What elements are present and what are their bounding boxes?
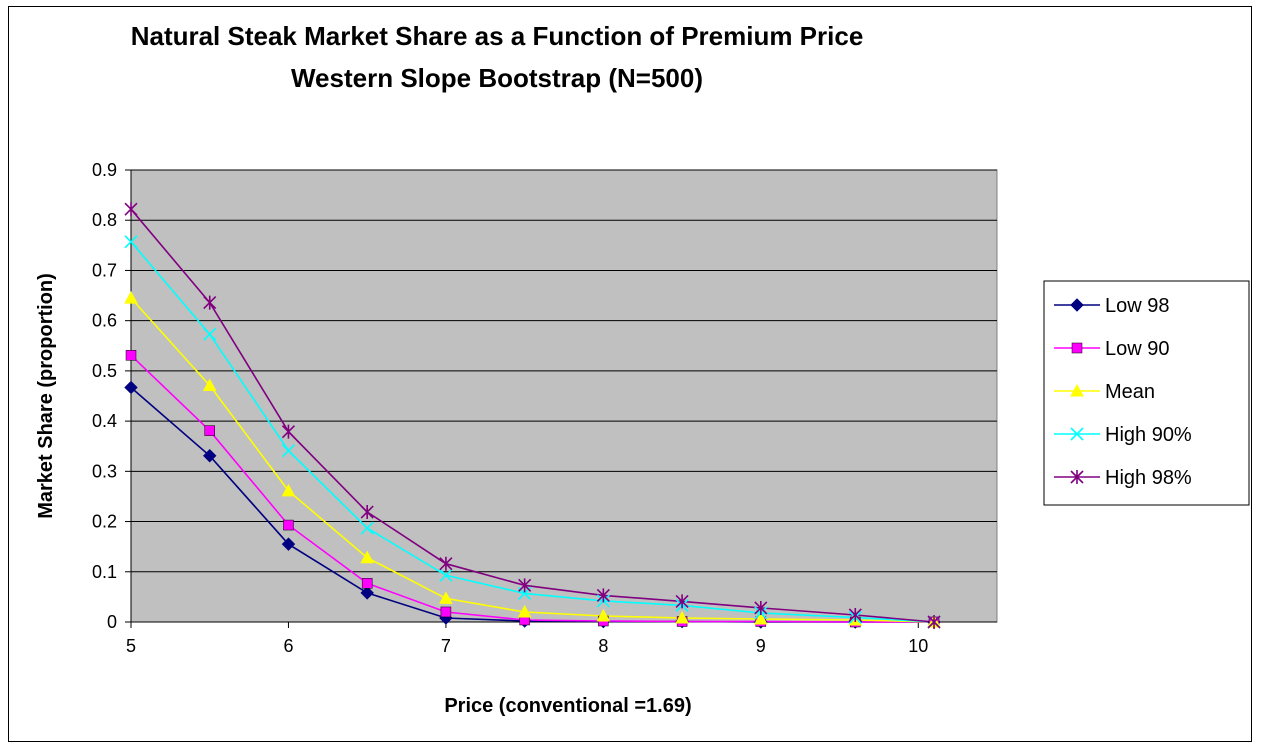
data-point	[204, 425, 215, 436]
x-tick-label: 6	[283, 636, 293, 656]
x-tick-label: 5	[126, 636, 136, 656]
data-point	[283, 519, 294, 531]
legend-label: Low 90	[1105, 338, 1170, 360]
plot-area	[130, 169, 998, 623]
data-point	[440, 606, 452, 618]
legend-label: Low 98	[1105, 295, 1170, 317]
legend-entry: Low 90	[1054, 338, 1170, 360]
x-tick-label: 9	[756, 636, 766, 656]
legend-marker	[1070, 383, 1084, 397]
gridlines	[131, 169, 997, 573]
data-point	[517, 604, 532, 618]
data-point	[203, 327, 217, 341]
legend-marker	[1070, 470, 1084, 484]
legend-marker	[1071, 342, 1083, 354]
data-point	[124, 235, 138, 249]
y-tick-label: 0.7	[92, 260, 117, 280]
legend: Low 98 Low 90 Mean High 90% High 98%	[1043, 280, 1250, 506]
data-point	[360, 505, 374, 520]
x-axis-title: Price (conventional =1.69)	[444, 695, 691, 717]
data-point	[281, 444, 296, 458]
y-tick-label: 0.3	[92, 461, 117, 481]
y-tick-label: 0.6	[92, 311, 117, 331]
y-tick-label: 0.4	[92, 411, 117, 431]
y-axis-ticks: 0 0.1 0.2 0.3 0.4 0.5 0.6 0.7 0.8 0.9	[92, 160, 131, 632]
data-point	[518, 578, 532, 593]
data-point	[927, 615, 941, 629]
y-tick-label: 0	[107, 612, 117, 632]
legend-entry: High 90%	[1054, 424, 1192, 446]
x-tick-label: 7	[441, 636, 451, 656]
data-point	[203, 449, 217, 463]
legend-entry: Mean	[1054, 381, 1155, 403]
data-point	[360, 550, 375, 564]
data-point	[203, 295, 217, 310]
legend-label: High 90%	[1105, 424, 1192, 446]
x-axis-ticks: 5 6 7 8 9 10	[126, 622, 928, 656]
x-tick-label: 10	[908, 636, 928, 656]
y-tick-label: 0.5	[92, 361, 117, 381]
data-point	[281, 424, 296, 439]
data-point	[124, 202, 138, 217]
data-point	[124, 291, 138, 304]
series-markers	[124, 202, 941, 629]
data-point	[360, 586, 374, 600]
data-point	[281, 483, 296, 497]
data-point	[439, 568, 453, 582]
legend-label: Mean	[1105, 381, 1155, 403]
chart-title-group: Natural Steak Market Share as a Function…	[131, 21, 864, 93]
data-point	[754, 600, 768, 615]
data-point	[361, 578, 373, 589]
legend-marker	[1070, 298, 1084, 312]
data-point	[125, 350, 137, 361]
y-tick-label: 0.1	[92, 562, 117, 582]
chart-title: Natural Steak Market Share as a Function…	[131, 21, 864, 51]
data-point	[753, 611, 768, 625]
data-point	[439, 591, 453, 604]
data-point	[596, 608, 611, 622]
data-point	[848, 607, 862, 622]
data-point	[596, 588, 610, 603]
data-point	[439, 556, 453, 571]
data-point	[360, 521, 374, 535]
legend-marker	[1070, 427, 1084, 441]
chart-subtitle: Western Slope Bootstrap (N=500)	[291, 63, 703, 93]
data-point	[675, 594, 689, 609]
data-point	[124, 380, 138, 395]
legend-entry: Low 98	[1054, 295, 1170, 317]
legend-label: High 98%	[1105, 467, 1192, 489]
y-tick-label: 0.8	[92, 210, 117, 230]
data-point	[675, 610, 689, 624]
y-tick-label: 0.2	[92, 512, 117, 532]
data-point	[202, 378, 217, 391]
data-point	[281, 537, 296, 551]
y-axis-title: Market Share (proportion)	[35, 273, 57, 519]
legend-entry: High 98%	[1054, 467, 1192, 489]
y-tick-label: 0.9	[92, 160, 117, 180]
x-tick-label: 8	[598, 636, 608, 656]
